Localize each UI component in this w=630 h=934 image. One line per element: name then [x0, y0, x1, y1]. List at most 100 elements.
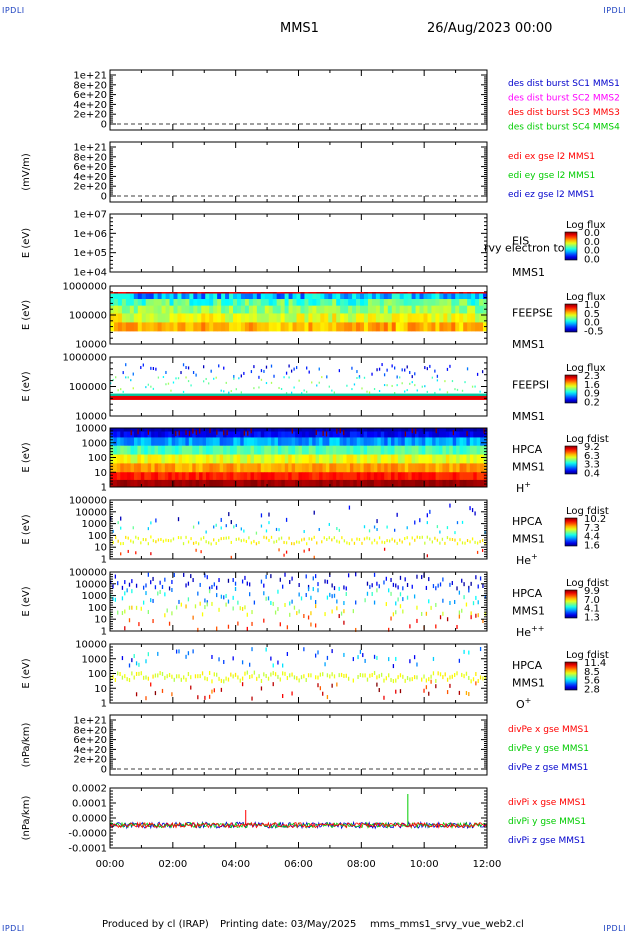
heatmap-cell: [127, 472, 131, 481]
heatmap-cell: [205, 479, 210, 488]
heatmap-cell: [135, 605, 138, 610]
y-tick-label: 1e+21: [73, 716, 107, 727]
heatmap-cell: [447, 322, 452, 332]
heatmap-cell: [135, 671, 138, 676]
heatmap-cell: [418, 445, 423, 455]
heatmap-cell: [250, 437, 255, 447]
heatmap-cell: [218, 607, 220, 612]
heatmap-cell: [199, 582, 201, 587]
heatmap-cell: [264, 445, 269, 455]
heatmap-cell: [333, 536, 335, 540]
heatmap-cell: [157, 472, 162, 481]
heatmap-cell: [239, 678, 241, 683]
heatmap-cell: [185, 376, 187, 379]
heatmap-cell: [356, 305, 361, 314]
heatmap-cell: [271, 445, 275, 455]
heatmap-cell: [120, 526, 122, 530]
heatmap-cell: [353, 428, 358, 432]
heatmap-cell: [397, 463, 402, 473]
heatmap-cell: [346, 541, 348, 545]
heatmap-cell: [445, 428, 450, 432]
heatmap-cell: [217, 313, 222, 323]
heatmap-cell: [312, 292, 317, 294]
heatmap-cell: [435, 445, 440, 455]
heatmap-cell: [165, 292, 170, 294]
heatmap-cell: [263, 672, 265, 677]
heatmap-cell: [431, 540, 434, 544]
heatmap-cell: [459, 293, 464, 300]
heatmap-cell: [407, 292, 412, 294]
heatmap-cell: [476, 372, 479, 376]
heatmap-cell: [346, 384, 348, 387]
heatmap-cell: [280, 299, 286, 307]
heatmap-cell: [308, 305, 313, 314]
heatmap-cell: [418, 428, 423, 432]
heatmap-cell: [383, 313, 389, 323]
heatmap-cell: [344, 292, 349, 294]
heatmap-cell: [366, 536, 368, 540]
heatmap-cell: [140, 431, 145, 438]
heatmap-cell: [291, 691, 293, 696]
heatmap-cell: [343, 620, 345, 625]
y-tick-label: 0.0000: [72, 814, 107, 825]
heatmap-cell: [383, 580, 385, 585]
heatmap-cell: [129, 299, 135, 307]
heatmap-cell: [291, 437, 296, 447]
heatmap-cell: [268, 293, 274, 300]
heatmap-cell: [483, 428, 488, 432]
heatmap-cell: [168, 454, 173, 464]
heatmap-cell: [363, 463, 368, 473]
heatmap-cell: [274, 672, 277, 677]
heatmap-cell: [218, 578, 220, 583]
heatmap-cell: [133, 292, 139, 294]
heatmap-cell: [130, 454, 135, 464]
heatmap-cell: [252, 299, 258, 307]
heatmap-cell: [386, 539, 388, 543]
heatmap-cell: [272, 663, 274, 668]
colorbar-title: Log flux: [566, 292, 606, 303]
heatmap-cell: [428, 472, 433, 481]
heatmap-cell: [415, 431, 419, 438]
y-tick-label: 4e+20: [73, 100, 107, 111]
heatmap-cell: [250, 445, 255, 455]
heatmap-cell: [165, 305, 170, 314]
heatmap-cell: [278, 386, 280, 389]
heatmap-cell: [243, 430, 245, 436]
heatmap-cell: [272, 293, 278, 300]
heatmap-cell: [431, 293, 436, 300]
heatmap-cell: [423, 674, 425, 679]
instrument-label: HPCA: [512, 659, 543, 672]
heatmap-cell: [336, 599, 338, 604]
heatmap-cell: [452, 428, 457, 432]
heatmap-cell: [265, 596, 267, 601]
heatmap-cell: [319, 472, 323, 481]
heatmap-cell: [195, 463, 200, 473]
heatmap-cell: [126, 588, 128, 593]
heatmap-cell: [320, 292, 325, 294]
heatmap-cell: [147, 463, 152, 473]
heatmap-cell: [373, 670, 376, 675]
legend-entry: divPe y gse MMS1: [508, 744, 589, 754]
heatmap-cell: [363, 428, 368, 432]
heatmap-cell: [483, 299, 488, 307]
heatmap-cell: [391, 454, 395, 464]
heatmap-cell: [123, 428, 128, 432]
heatmap-cell: [170, 389, 172, 392]
heatmap-cell: [391, 463, 395, 473]
heatmap-cell: [250, 541, 253, 545]
heatmap-cell: [172, 537, 175, 541]
heatmap-cell: [473, 445, 478, 455]
heatmap-cell: [206, 602, 208, 607]
heatmap-cell: [352, 313, 357, 323]
heatmap-cell: [301, 472, 306, 481]
heatmap-cell: [388, 588, 390, 593]
plot-date: 26/Aug/2023 00:00: [427, 21, 553, 36]
legend-entry: des dist burst SC2 MMS2: [508, 94, 620, 104]
heatmap-cell: [480, 437, 484, 447]
heatmap-cell: [227, 677, 230, 682]
heatmap-cell: [340, 293, 345, 300]
heatmap-cell: [392, 664, 395, 669]
heatmap-cell: [293, 605, 296, 610]
heatmap-cell: [270, 535, 273, 539]
heatmap-cell: [171, 431, 176, 438]
